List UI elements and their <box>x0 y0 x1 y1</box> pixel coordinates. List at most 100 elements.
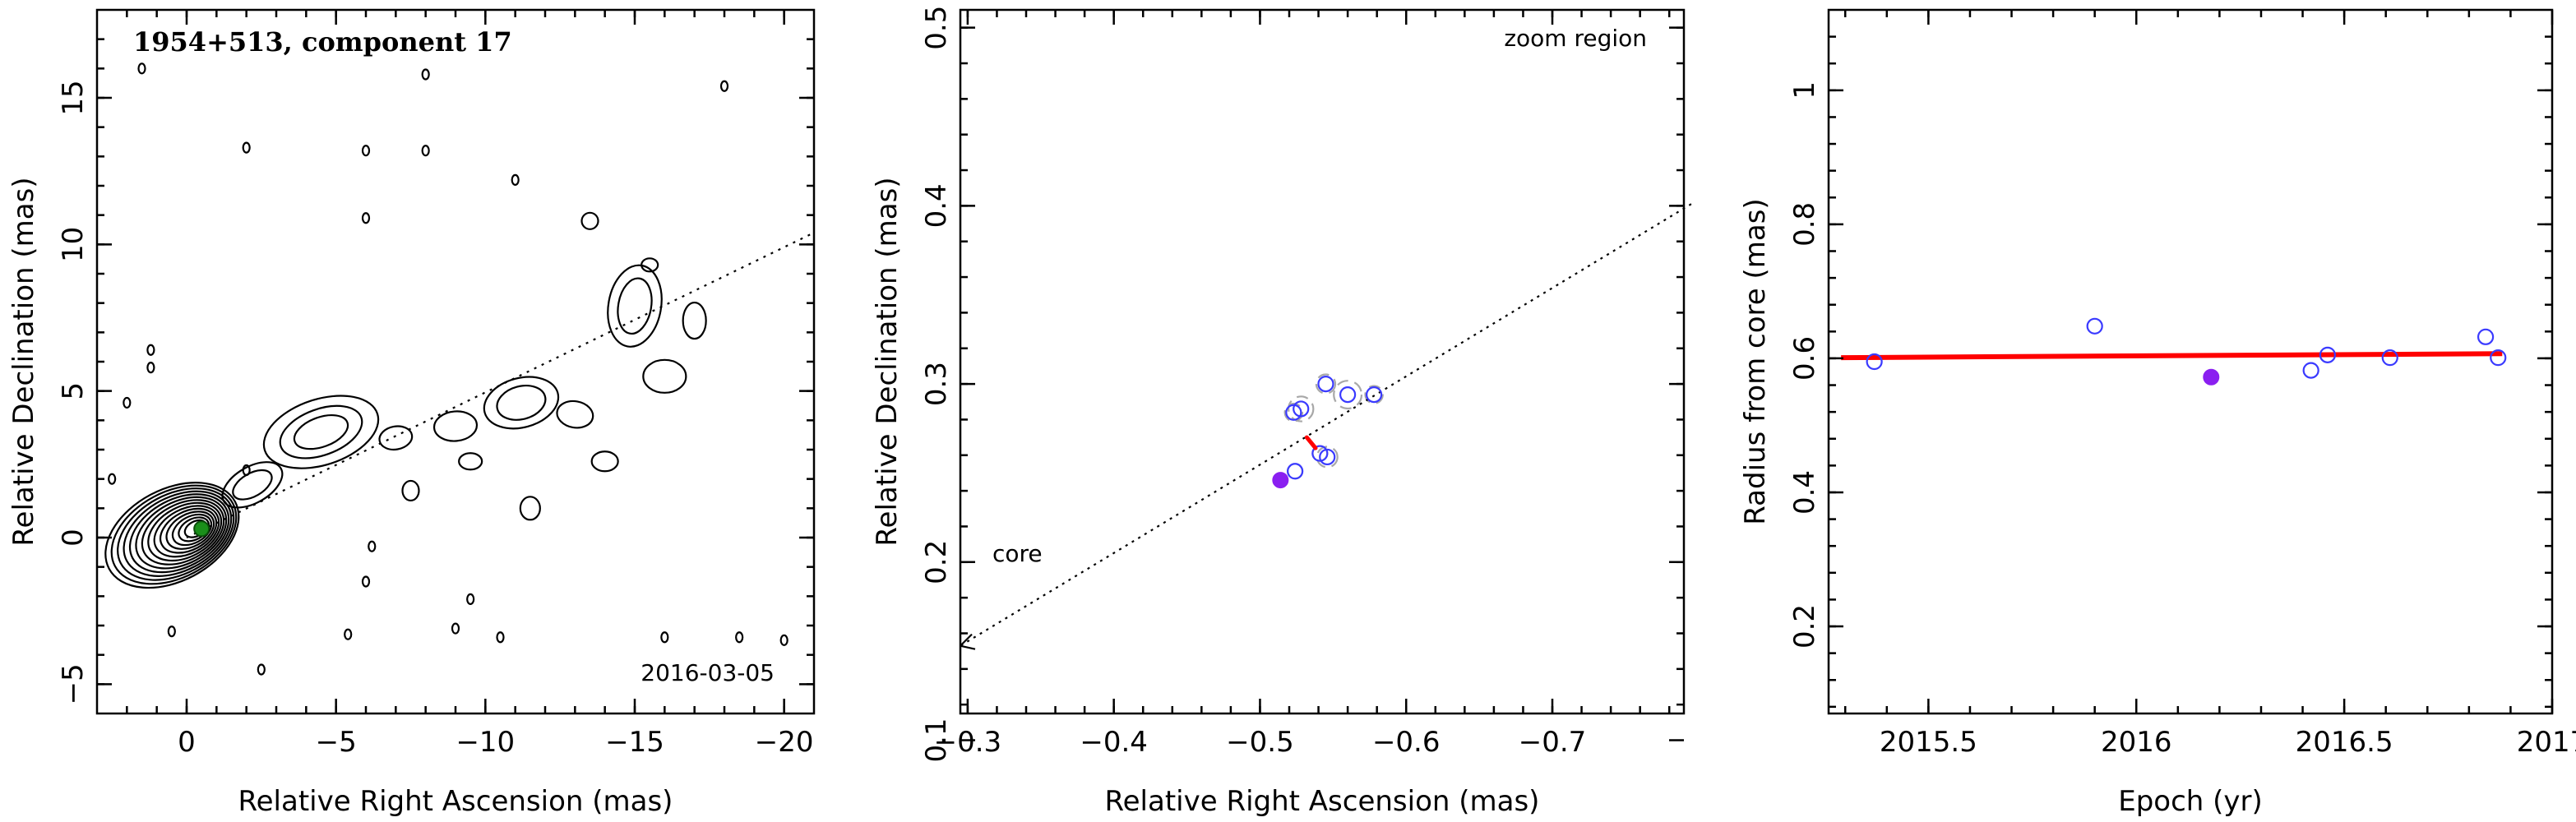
core-contour <box>160 507 218 554</box>
panel-1-x-axis-title: Relative Right Ascension (mas) <box>238 785 673 818</box>
jet-contour <box>232 469 273 501</box>
panel-2-x-tick-label: −0.5 <box>1226 726 1294 759</box>
radius-vs-epoch-panel: 2015.5 2016 2016.5 2017 0.2 0.4 0.6 0.8 1 Epoch … <box>1739 8 2576 818</box>
panel-2-y-tick-label: 0.5 <box>920 6 953 50</box>
core-contour <box>165 510 215 550</box>
panel-2-axes: −0.3 −0.4 −0.5 −0.6 −0.7 0.1 0.2 0.3 0.4 0.5 <box>920 6 1684 763</box>
position-point <box>1317 375 1334 393</box>
panel-1-x-tick-label: −5 <box>316 726 357 759</box>
jet-contour <box>432 410 479 442</box>
jet-contour <box>262 395 380 469</box>
core-contour <box>135 496 228 570</box>
panel-3-y-tick-label: 0.8 <box>1788 202 1821 247</box>
panel-1-y-tick-label: 5 <box>57 382 90 400</box>
position-point <box>1319 448 1336 466</box>
radius-point <box>2477 328 2495 345</box>
contour-map-panel: 0 −5 −10 −15 −20 −5 0 5 10 15 1954+513, component… <box>7 8 816 818</box>
panel-1-x-tick-label: −10 <box>456 726 515 759</box>
core-contour <box>153 505 220 558</box>
jet-contour <box>496 385 547 421</box>
core-contour <box>141 499 225 566</box>
error-circle <box>1333 380 1363 410</box>
panel-3-y-tick-label: 1 <box>1788 81 1821 99</box>
fit-line <box>1841 351 2503 361</box>
noise-contour <box>779 634 789 646</box>
panel-1-y-tick-label: 10 <box>57 227 90 262</box>
core-contour <box>110 484 238 585</box>
core-label: core <box>992 540 1043 567</box>
panel-3-y-tick-label: 0.2 <box>1788 604 1821 649</box>
radius-point <box>2381 349 2398 367</box>
panel-1-frame <box>95 8 816 715</box>
panel-1-y-tick-label: −5 <box>57 663 90 704</box>
panel-2-y-tick-label: 0.1 <box>920 718 953 762</box>
jet-contour <box>642 358 687 394</box>
error-circle <box>1315 373 1337 395</box>
jet-contour <box>293 413 349 450</box>
zoom-region-panel: −0.3 −0.4 −0.5 −0.6 −0.7 0.1 0.2 0.3 0.4 0.5 zoom… <box>871 6 1692 818</box>
noise-contour <box>451 622 460 635</box>
error-circle <box>1364 385 1384 404</box>
panel-3-axes: 2015.5 2016 2016.5 2017 0.2 0.4 0.6 0.8 1 <box>1788 10 2576 759</box>
noise-contour <box>108 473 117 485</box>
error-circle <box>1288 395 1315 423</box>
radius-point <box>2302 362 2319 379</box>
zoom-region-content <box>960 203 1692 650</box>
noise-contour <box>496 631 505 644</box>
position-point <box>1339 386 1357 404</box>
noise-contour <box>511 173 520 186</box>
noise-contour <box>421 68 430 81</box>
core-contour <box>128 493 230 574</box>
noise-contour <box>368 540 377 552</box>
noise-contour <box>344 628 353 640</box>
panel-1-x-tick-label: −15 <box>605 726 664 759</box>
jet-contour <box>401 479 420 502</box>
panel-3-frame <box>1827 8 2554 715</box>
panel-3-x-tick-label: 2016 <box>2101 726 2172 759</box>
panel-2-x-tick-label: −0.6 <box>1372 726 1441 759</box>
component-marker <box>193 520 210 538</box>
noise-contour <box>660 631 669 644</box>
panel-2-x-axis-title: Relative Right Ascension (mas) <box>1105 785 1540 818</box>
noise-contour <box>735 631 744 644</box>
noise-contour <box>146 362 155 374</box>
noise-contour <box>257 663 266 676</box>
panel-2-frame <box>959 8 1686 715</box>
panel-1-x-tick-label: −20 <box>755 726 814 759</box>
map-title: 1954+513, component 17 <box>133 26 512 58</box>
panel-2-x-tick-label: −0.4 <box>1080 726 1148 759</box>
jet-contour <box>607 264 663 348</box>
jet-contour <box>378 425 414 451</box>
jet-contour <box>483 376 560 430</box>
noise-contour <box>719 80 729 92</box>
jet-contour <box>556 399 594 429</box>
noise-contour <box>123 396 132 409</box>
panel-3-x-axis-title: Epoch (yr) <box>2118 785 2263 818</box>
noise-contour <box>242 464 251 477</box>
radio-intensity-contours <box>104 62 814 676</box>
panel-3-y-axis-title: Radius from core (mas) <box>1739 198 1772 524</box>
jet-contour <box>617 277 653 335</box>
core-contour <box>171 513 213 547</box>
velocity-vector <box>1304 435 1318 450</box>
panel-2-x-tick-label: −0.7 <box>1519 726 1587 759</box>
core-contour <box>178 516 210 543</box>
panel-2-y-axis-title: Relative Declination (mas) <box>871 177 904 546</box>
noise-contour <box>466 593 475 606</box>
jet-contour <box>519 496 541 521</box>
panel-1-y-tick-label: 0 <box>57 529 90 547</box>
zoom-region-label: zoom region <box>1504 25 1647 52</box>
jet-contour <box>458 452 483 471</box>
radius-vs-epoch-content <box>1841 317 2507 386</box>
panel-1-y-tick-label: 15 <box>57 80 90 115</box>
map-date-label: 2016-03-05 <box>641 659 775 686</box>
core-contour <box>123 490 233 577</box>
error-circle <box>1283 402 1304 423</box>
jet-contour <box>279 404 363 459</box>
jet-contour <box>580 211 599 230</box>
noise-contour <box>361 575 371 588</box>
noise-contour <box>137 62 146 75</box>
jet-contour <box>590 450 619 473</box>
noise-contour <box>361 212 371 224</box>
